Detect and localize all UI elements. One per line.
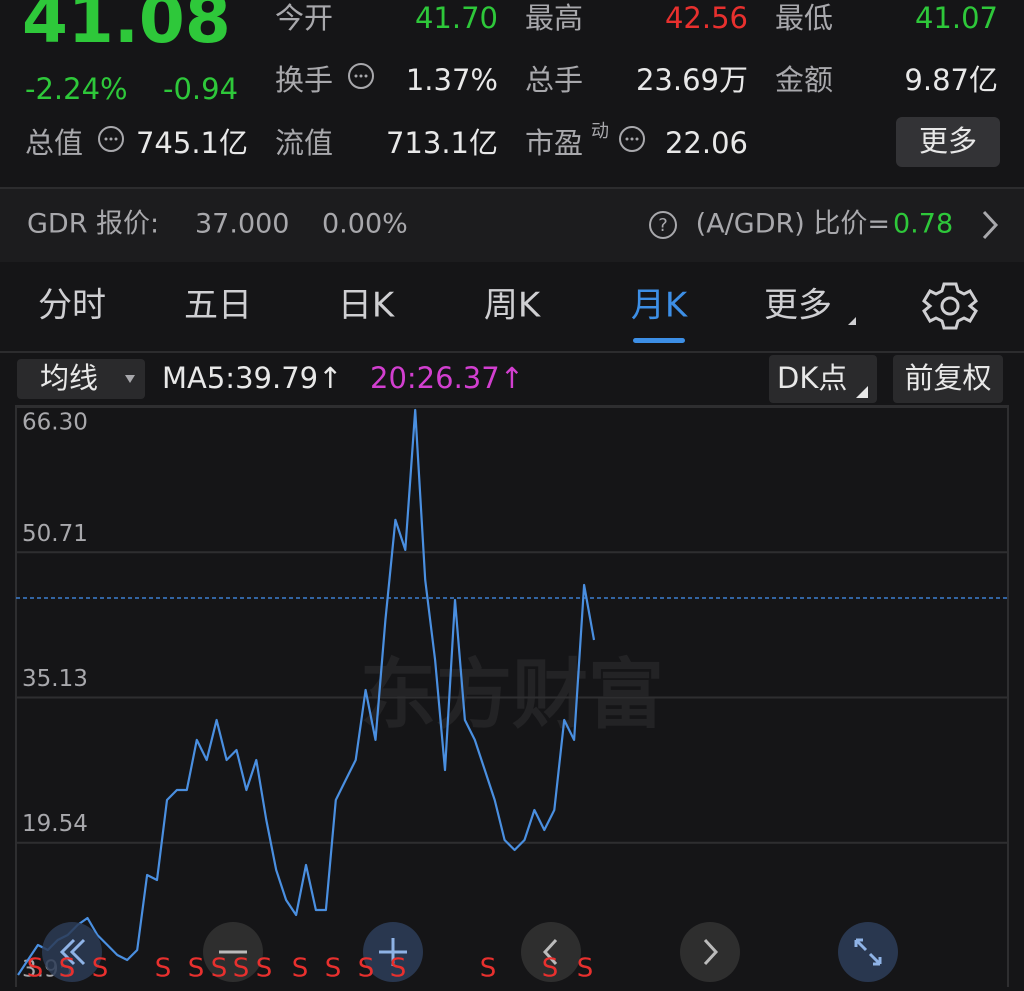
zoom-out-button[interactable] — [203, 922, 263, 982]
price: 41.08 — [22, 0, 231, 58]
fullscreen-button[interactable] — [838, 922, 898, 982]
watermark: 东方财富 — [360, 650, 664, 739]
ratio-label: (A/GDR) 比价= — [696, 209, 890, 240]
select-arrow — [125, 375, 135, 383]
field-value: 745.1亿 — [136, 126, 248, 160]
ratio-value: 0.78 — [893, 209, 953, 240]
gdr-change: 0.00% — [322, 209, 408, 240]
dk-button[interactable] — [769, 355, 877, 403]
field-label: 金额 — [775, 63, 833, 97]
tab-bar: 分时 五日 日K 周K 月K 更多 — [38, 286, 832, 343]
signal-label: S — [59, 954, 76, 984]
tab[interactable]: 更多 — [764, 286, 832, 326]
tab[interactable]: 五日 — [184, 286, 252, 326]
more-button-label[interactable]: 更多 — [919, 124, 977, 158]
field-value: 9.87亿 — [904, 63, 998, 97]
field-value: 41.70 — [415, 1, 498, 35]
field-label: 流值 — [275, 126, 333, 160]
signal-label: S — [390, 954, 407, 984]
signal-label: S — [480, 954, 497, 984]
chevron[interactable] — [982, 210, 999, 240]
signal-label: S — [155, 954, 172, 984]
field-label: 总手 — [525, 63, 583, 97]
field-value: 42.56 — [665, 1, 748, 35]
nav-buttons — [42, 922, 898, 982]
tab[interactable]: 分时 — [38, 286, 106, 326]
next-button[interactable] — [680, 922, 740, 982]
field-value: 1.37% — [406, 63, 498, 97]
y-tick-label: 35.13 — [22, 666, 88, 692]
y-tick-label: 19.54 — [22, 811, 88, 837]
signal-label: S — [358, 954, 375, 984]
signal-label: S — [577, 954, 594, 984]
field-label: 总值 — [25, 126, 83, 160]
indicator-label[interactable]: 均线 — [40, 361, 98, 395]
signal-label: S — [211, 954, 228, 984]
field-value: 713.1亿 — [386, 126, 498, 160]
more-button[interactable] — [896, 117, 1000, 167]
field-label: 市盈 — [525, 126, 583, 160]
dropdown-triangle — [848, 317, 856, 325]
indicator-select[interactable] — [17, 359, 145, 399]
signal-label: S — [233, 954, 250, 984]
field-label: 最高 — [525, 1, 583, 35]
change-pct: -2.24% — [25, 72, 128, 106]
tab[interactable]: 月K — [631, 286, 689, 326]
tab-underline — [633, 338, 685, 343]
price-line — [17, 408, 596, 976]
y-tick-label: 66.30 — [22, 410, 88, 436]
help-icon[interactable]: ? — [649, 211, 677, 239]
field-value: 41.07 — [915, 1, 998, 35]
signal-label: S — [292, 954, 309, 984]
change: -0.94 — [163, 72, 238, 106]
signal-label: S — [27, 954, 44, 984]
settings-icon[interactable] — [922, 282, 978, 330]
y-tick-label: 50.71 — [22, 521, 88, 547]
zoom-in-button[interactable] — [363, 922, 423, 982]
field-label: 最低 — [775, 1, 833, 35]
signal-label: S — [325, 954, 342, 984]
adjust-button[interactable] — [893, 355, 1003, 403]
prev-button[interactable] — [521, 922, 581, 982]
signal-label: S — [92, 954, 109, 984]
tab[interactable]: 周K — [484, 286, 542, 326]
rewind-button[interactable] — [42, 922, 102, 982]
field-value: 23.69万 — [636, 63, 748, 97]
field-label: 换手 — [275, 63, 333, 97]
signal-label: S — [542, 954, 559, 984]
info-icon[interactable] — [348, 63, 374, 89]
adjust-label[interactable]: 前复权 — [904, 361, 991, 395]
dk-label[interactable]: DK点 — [777, 361, 847, 395]
gdr-price: 37.000 — [195, 209, 289, 240]
dropdown-triangle — [856, 386, 868, 398]
signal-label: S — [188, 954, 205, 984]
info-icon[interactable] — [98, 126, 124, 152]
signal-label: S — [256, 954, 273, 984]
field-label: 今开 — [275, 1, 333, 35]
field-sup: 动 — [591, 121, 609, 142]
gdr-label: GDR 报价: — [27, 209, 159, 240]
gdr-bar — [0, 188, 1024, 262]
svg-text:?: ? — [658, 215, 668, 236]
ma5-label: MA5:39.79↑ — [162, 361, 342, 395]
tab[interactable]: 日K — [338, 286, 396, 326]
info-icon[interactable] — [619, 126, 645, 152]
field-value: 22.06 — [665, 126, 748, 160]
ma20-label: 20:26.37↑ — [370, 361, 524, 395]
